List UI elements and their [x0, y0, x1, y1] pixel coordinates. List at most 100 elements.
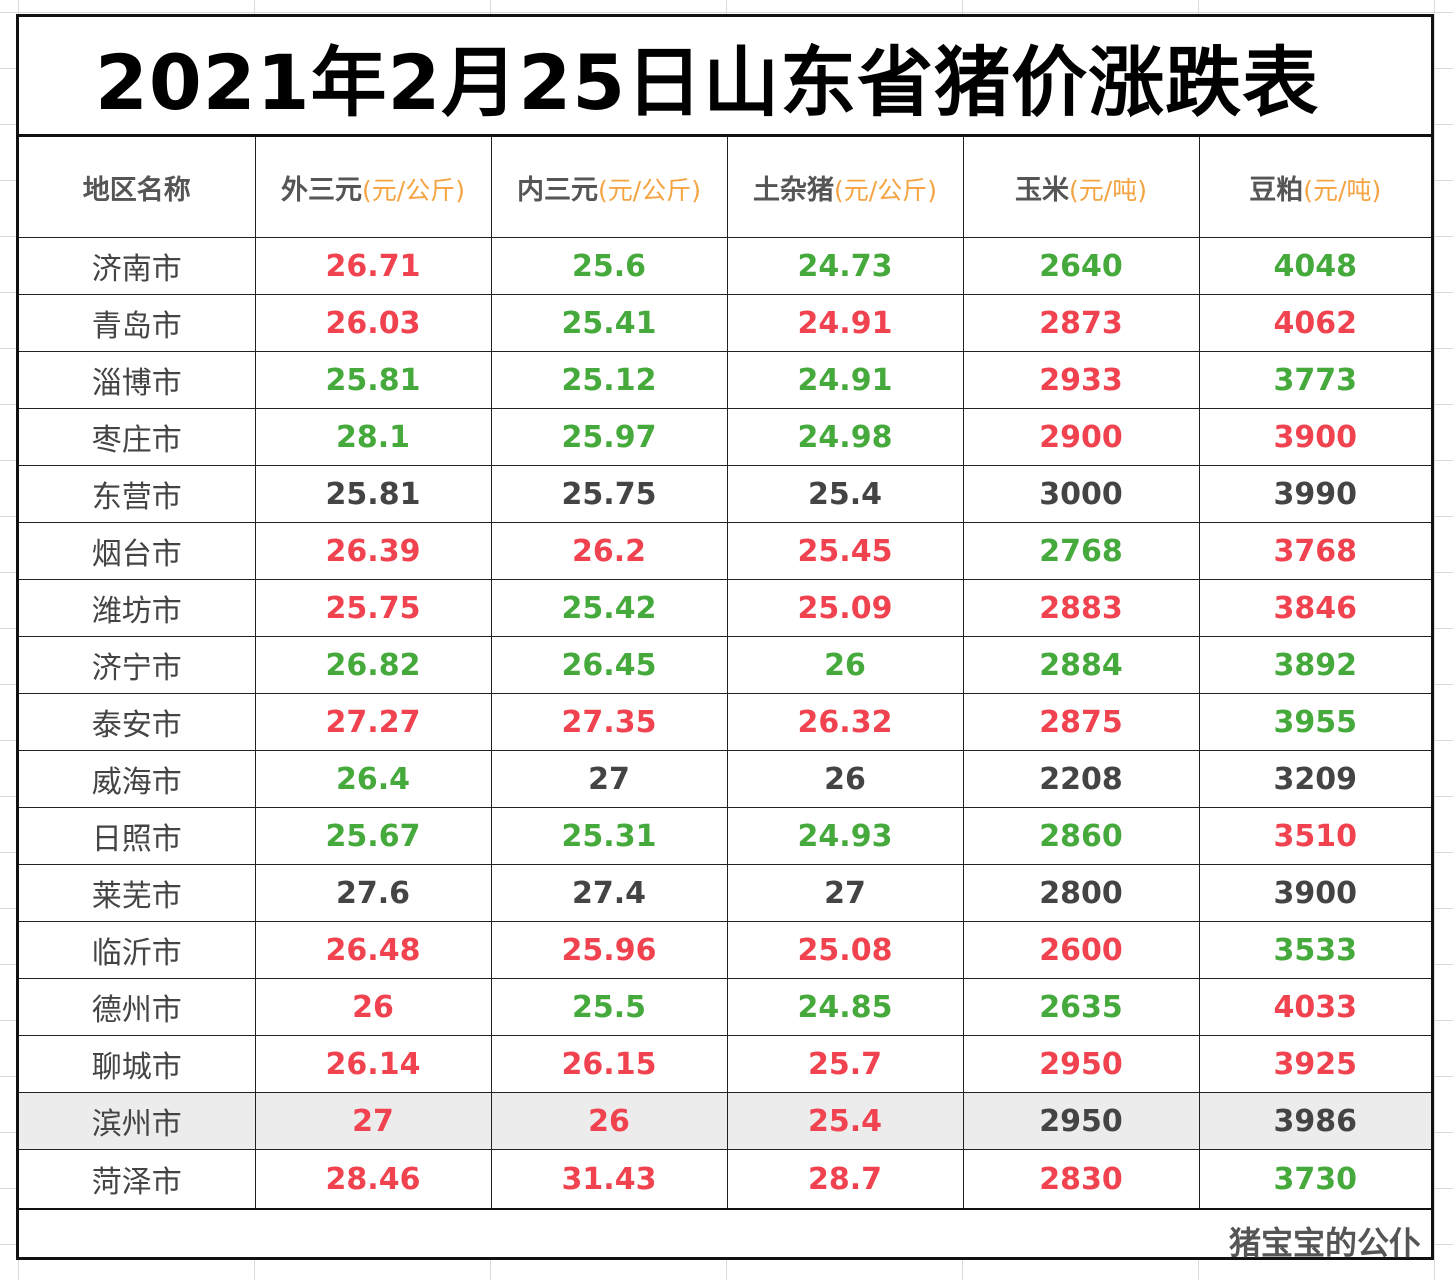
price-cell: 26.48 — [254, 921, 492, 979]
table-row: 潍坊市 25.75 25.42 25.09 2883 3846 — [19, 579, 1431, 637]
table-row: 东营市 25.81 25.75 25.4 3000 3990 — [19, 465, 1431, 523]
unit-label: (元/公斤) — [598, 175, 701, 205]
price-cell: 3768 — [1198, 522, 1431, 580]
price-cell: 25.4 — [726, 1092, 964, 1150]
price-cell: 26.4 — [254, 750, 492, 808]
price-cell: 3773 — [1198, 351, 1431, 409]
price-cell: 2884 — [962, 636, 1200, 694]
price-cell: 2208 — [962, 750, 1200, 808]
price-cell: 2768 — [962, 522, 1200, 580]
price-cell: 2933 — [962, 351, 1200, 409]
price-cell: 28.1 — [254, 408, 492, 466]
price-cell: 2830 — [962, 1149, 1200, 1210]
table-row: 济宁市 26.82 26.45 26 2884 3892 — [19, 636, 1431, 694]
price-cell: 25.31 — [490, 807, 728, 865]
price-cell: 26.15 — [490, 1035, 728, 1093]
price-cell: 26 — [490, 1092, 728, 1150]
price-cell: 26 — [726, 636, 964, 694]
price-cell: 25.45 — [726, 522, 964, 580]
region-cell: 淄博市 — [19, 351, 256, 409]
price-cell: 27.35 — [490, 693, 728, 751]
price-cell: 2800 — [962, 864, 1200, 922]
region-cell: 聊城市 — [19, 1035, 256, 1093]
price-cell: 24.91 — [726, 351, 964, 409]
unit-label: (元/吨) — [1303, 175, 1382, 205]
price-cell: 2873 — [962, 294, 1200, 352]
footer-watermark: 猪宝宝的公仆 — [1228, 1224, 1421, 1262]
price-cell: 3533 — [1198, 921, 1431, 979]
price-cell: 24.98 — [726, 408, 964, 466]
price-cell: 25.96 — [490, 921, 728, 979]
price-cell: 25.97 — [490, 408, 728, 466]
page-title: 2021年2月25日山东省猪价涨跌表 — [95, 37, 1320, 127]
table-row: 淄博市 25.81 25.12 24.91 2933 3773 — [19, 351, 1431, 409]
price-cell: 25.08 — [726, 921, 964, 979]
price-cell: 3986 — [1198, 1092, 1431, 1150]
price-cell: 31.43 — [490, 1149, 728, 1210]
price-cell: 25.75 — [254, 579, 492, 637]
table-row: 青岛市 26.03 25.41 24.91 2873 4062 — [19, 294, 1431, 352]
price-cell: 2900 — [962, 408, 1200, 466]
table-row: 泰安市 27.27 27.35 26.32 2875 3955 — [19, 693, 1431, 751]
price-cell: 27.4 — [490, 864, 728, 922]
price-cell: 26.82 — [254, 636, 492, 694]
region-cell: 济宁市 — [19, 636, 256, 694]
table-row: 日照市 25.67 25.31 24.93 2860 3510 — [19, 807, 1431, 865]
header-soymeal: 豆粕(元/吨) — [1198, 137, 1431, 238]
price-cell: 3000 — [962, 465, 1200, 523]
price-cell: 25.5 — [490, 978, 728, 1036]
region-cell: 潍坊市 — [19, 579, 256, 637]
price-cell: 26 — [254, 978, 492, 1036]
title-row: 2021年2月25日山东省猪价涨跌表 — [19, 17, 1431, 137]
table-row: 聊城市 26.14 26.15 25.7 2950 3925 — [19, 1035, 1431, 1093]
region-cell: 东营市 — [19, 465, 256, 523]
header-waisanyuan: 外三元(元/公斤) — [254, 137, 492, 238]
header-region: 地区名称 — [19, 137, 256, 238]
region-cell: 滨州市 — [19, 1092, 256, 1150]
price-cell: 25.81 — [254, 465, 492, 523]
price-sheet: 2021年2月25日山东省猪价涨跌表 地区名称 外三元(元/公斤) 内三元(元/… — [16, 14, 1434, 1262]
price-cell: 26.71 — [254, 237, 492, 295]
region-cell: 德州市 — [19, 978, 256, 1036]
table-row: 临沂市 26.48 25.96 25.08 2600 3533 — [19, 921, 1431, 979]
region-cell: 威海市 — [19, 750, 256, 808]
price-cell: 27 — [726, 864, 964, 922]
price-cell: 25.4 — [726, 465, 964, 523]
price-cell: 25.41 — [490, 294, 728, 352]
price-cell: 3925 — [1198, 1035, 1431, 1093]
table-row: 菏泽市 28.46 31.43 28.7 2830 3730 — [19, 1149, 1431, 1210]
price-cell: 2875 — [962, 693, 1200, 751]
price-cell: 27 — [254, 1092, 492, 1150]
footer: 猪宝宝的公仆 — [19, 1210, 1431, 1272]
price-cell: 25.6 — [490, 237, 728, 295]
header-corn: 玉米(元/吨) — [962, 137, 1200, 238]
price-cell: 26.2 — [490, 522, 728, 580]
price-cell: 3730 — [1198, 1149, 1431, 1210]
price-cell: 4062 — [1198, 294, 1431, 352]
price-cell: 25.42 — [490, 579, 728, 637]
price-cell: 25.75 — [490, 465, 728, 523]
region-cell: 莱芜市 — [19, 864, 256, 922]
price-cell: 27 — [490, 750, 728, 808]
price-cell: 25.7 — [726, 1035, 964, 1093]
price-cell: 26.45 — [490, 636, 728, 694]
price-cell: 3846 — [1198, 579, 1431, 637]
price-cell: 26.39 — [254, 522, 492, 580]
region-cell: 青岛市 — [19, 294, 256, 352]
region-cell: 临沂市 — [19, 921, 256, 979]
price-cell: 28.7 — [726, 1149, 964, 1210]
unit-label: (元/公斤) — [362, 175, 465, 205]
region-cell: 枣庄市 — [19, 408, 256, 466]
price-cell: 26.03 — [254, 294, 492, 352]
price-cell: 2883 — [962, 579, 1200, 637]
price-cell: 3510 — [1198, 807, 1431, 865]
price-cell: 4048 — [1198, 237, 1431, 295]
price-table: 地区名称 外三元(元/公斤) 内三元(元/公斤) 土杂猪(元/公斤) 玉米(元/… — [19, 137, 1431, 1210]
price-cell: 24.73 — [726, 237, 964, 295]
header-tuzazhu: 土杂猪(元/公斤) — [726, 137, 964, 238]
price-cell: 2635 — [962, 978, 1200, 1036]
price-cell: 25.81 — [254, 351, 492, 409]
price-cell: 3209 — [1198, 750, 1431, 808]
region-cell: 泰安市 — [19, 693, 256, 751]
region-cell: 济南市 — [19, 237, 256, 295]
